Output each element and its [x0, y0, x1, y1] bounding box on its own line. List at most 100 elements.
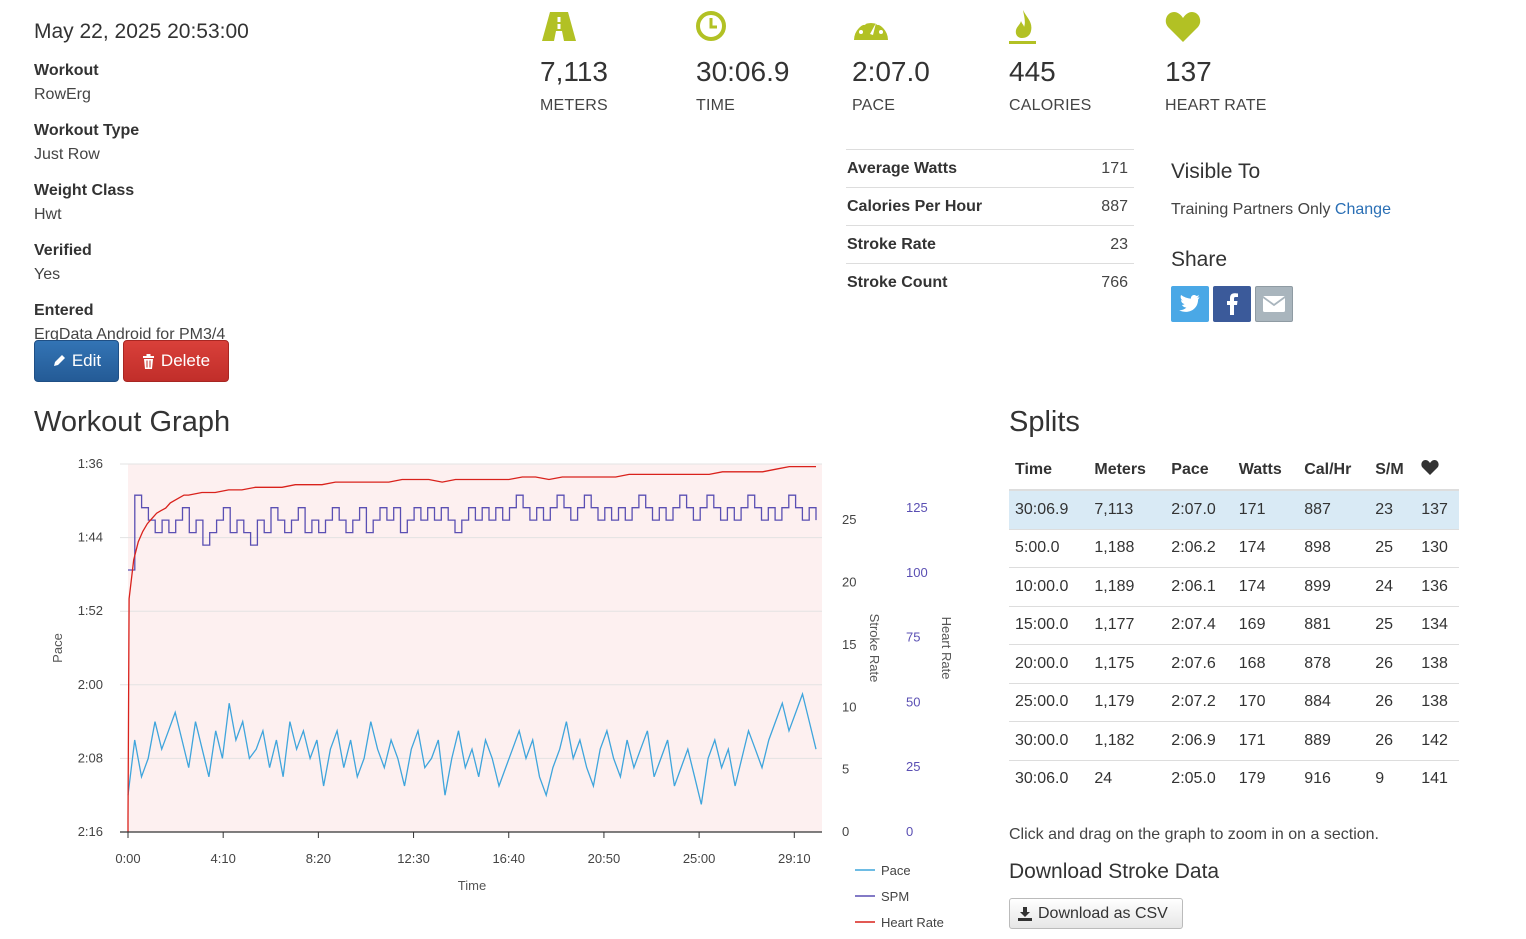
table-cell: 9: [1369, 759, 1416, 798]
table-cell: 1,188: [1088, 528, 1166, 568]
zoom-hint: Click and drag on the graph to zoom in o…: [1009, 826, 1379, 843]
share-twitter-button[interactable]: [1171, 286, 1209, 322]
heart-icon: [1165, 12, 1201, 42]
stat-value: 2:07.0: [852, 56, 930, 87]
workout-graph[interactable]: 1:36 1:44 1:52 2:00 2:08 2:16 0 5 10 15 20 25 0 25 50 7…: [0, 450, 990, 935]
splits-header: Meters: [1088, 451, 1166, 491]
detail-entered: Entered ErgData Android for PM3/4: [34, 301, 354, 345]
x-tick-label: 4:10: [211, 851, 236, 866]
heart-rate-series-line: [127, 465, 816, 832]
road-icon: [542, 12, 576, 41]
table-row: 20:00.0 1,175 2:07.6 168 878 26 138: [1009, 644, 1459, 683]
splits-table: Time Meters Pace Watts Cal/Hr S/M 30:06.9 7,11…: [1009, 451, 1459, 798]
pace-tick-label: 1:44: [78, 530, 103, 545]
table-cell: 5:00.0: [1009, 528, 1089, 568]
table-cell: 1,175: [1088, 644, 1166, 683]
table-cell: 2:07.0: [1165, 489, 1233, 529]
trash-icon: [142, 353, 154, 369]
delete-button[interactable]: Delete: [123, 340, 229, 382]
stat-time: 30:06.9 TIME: [696, 10, 846, 115]
stat-calories: 445 CALORIES: [1009, 10, 1159, 115]
stat-label: PACE: [852, 97, 896, 114]
table-cell: 15:00.0: [1009, 605, 1089, 645]
x-tick-label: 25:00: [683, 851, 716, 866]
splits-header: Cal/Hr: [1298, 451, 1370, 491]
heart-rate-tick-label: 50: [906, 694, 920, 709]
table-cell: 26: [1369, 644, 1416, 683]
download-csv-label: Download as CSV: [1038, 904, 1168, 922]
share-title: Share: [1171, 248, 1228, 271]
splits-header: Pace: [1165, 451, 1233, 491]
table-cell: 170: [1232, 682, 1299, 722]
detail-label: Verified: [34, 242, 92, 259]
email-icon: [1263, 296, 1285, 312]
workout-date: May 22, 2025 20:53:00: [34, 20, 249, 43]
stroke-rate-tick-label: 25: [842, 512, 856, 527]
metric-row: Calories Per Hour 887: [846, 187, 1134, 226]
stat-pace: 2:07.0 PACE: [852, 10, 1002, 115]
table-row: 30:06.0 24 2:05.0 179 916 9 141: [1009, 759, 1459, 798]
stroke-rate-axis-title: Stroke Rate: [867, 614, 882, 683]
pace-tick-label: 1:36: [78, 456, 103, 471]
table-cell: 916: [1298, 759, 1370, 798]
table-cell: 30:06.9: [1009, 489, 1089, 529]
heart-rate-tick-label: 75: [906, 630, 920, 645]
table-cell: 24: [1369, 567, 1416, 606]
edit-button[interactable]: Edit: [34, 340, 119, 382]
detail-weight-class: Weight Class Hwt: [34, 181, 354, 225]
table-cell: 142: [1415, 721, 1459, 760]
twitter-icon: [1179, 295, 1200, 312]
table-cell: 25: [1369, 528, 1416, 568]
detail-label: Weight Class: [34, 182, 135, 199]
table-cell: 2:07.4: [1165, 605, 1233, 645]
splits-header: Time: [1009, 451, 1089, 491]
heart-rate-axis-title: Heart Rate: [939, 617, 954, 680]
table-cell: 889: [1298, 721, 1370, 760]
table-row: 25:00.0 1,179 2:07.2 170 884 26 138: [1009, 682, 1459, 722]
pace-series-line: [127, 691, 817, 805]
metric-label: Stroke Count: [846, 263, 1079, 301]
x-tick-label: 12:30: [397, 851, 430, 866]
change-visibility-link[interactable]: Change: [1334, 201, 1391, 218]
table-cell: 25: [1369, 605, 1416, 645]
table-cell: 1,179: [1088, 682, 1166, 722]
spm-series-line: [128, 494, 817, 571]
pace-tick-label: 2:08: [78, 750, 103, 765]
splits-title: Splits: [1009, 406, 1080, 438]
splits-header: Watts: [1232, 451, 1299, 491]
pace-tick-label: 2:16: [78, 824, 103, 839]
heart-rate-tick-label: 100: [906, 565, 928, 580]
table-cell: 2:07.6: [1165, 644, 1233, 683]
detail-value: ErgData Android for PM3/4: [34, 326, 226, 343]
table-cell: 1,177: [1088, 605, 1166, 645]
stat-value: 7,113: [540, 56, 608, 87]
metric-value: 171: [1078, 149, 1134, 188]
visible-to-title: Visible To: [1171, 160, 1261, 183]
table-cell: 2:06.1: [1165, 567, 1233, 606]
stroke-rate-tick-label: 15: [842, 637, 856, 652]
stat-label: TIME: [696, 97, 736, 114]
share-facebook-button[interactable]: [1213, 286, 1251, 322]
table-cell: 136: [1415, 567, 1459, 606]
table-cell: 884: [1298, 682, 1370, 722]
share-email-button[interactable]: [1255, 286, 1293, 322]
stroke-rate-tick-label: 5: [842, 762, 849, 777]
clock-icon: [696, 11, 726, 41]
table-cell: 30:06.0: [1009, 759, 1089, 798]
heart-icon: [1415, 451, 1459, 491]
detail-workout-type: Workout Type Just Row: [34, 121, 354, 165]
detail-workout: Workout RowErg: [34, 61, 354, 105]
stroke-rate-tick-label: 20: [842, 575, 856, 590]
download-csv-button[interactable]: Download as CSV: [1009, 898, 1183, 929]
table-cell: 171: [1232, 721, 1299, 760]
table-cell: 26: [1369, 682, 1416, 722]
table-cell: 898: [1298, 528, 1370, 568]
stat-label: METERS: [540, 97, 608, 114]
pace-tick-label: 1:52: [78, 603, 103, 618]
delete-label: Delete: [160, 351, 211, 370]
detail-verified: Verified Yes: [34, 241, 354, 285]
metric-label: Calories Per Hour: [846, 187, 1079, 226]
flame-icon: [1009, 10, 1036, 44]
table-row: 5:00.0 1,188 2:06.2 174 898 25 130: [1009, 528, 1459, 568]
download-icon: [1018, 906, 1032, 921]
